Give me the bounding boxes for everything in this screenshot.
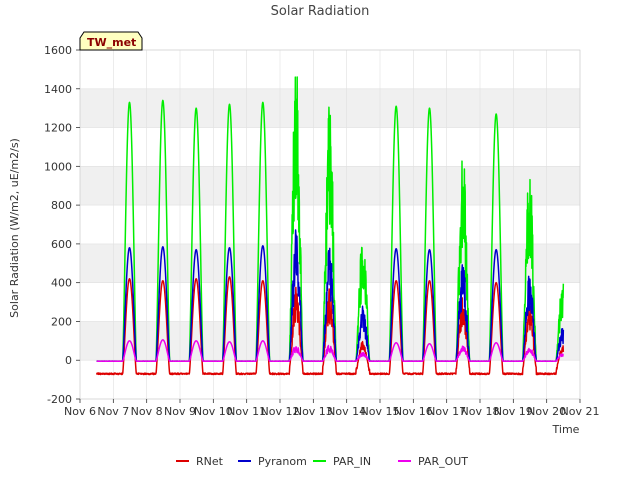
x-tick-label: Nov 8: [131, 405, 163, 418]
x-tick-label: Nov 16: [394, 405, 433, 418]
y-tick-label: 0: [65, 354, 72, 367]
x-tick-label: Nov 14: [327, 405, 366, 418]
x-tick-label: Nov 17: [427, 405, 466, 418]
y-axis-ticks: -200 0 200 400 600 800 1000 1200 1400 1600: [44, 44, 80, 406]
y-tick-label: 1200: [44, 122, 72, 135]
plot-area: [79, 49, 581, 400]
y-tick-label: 800: [51, 199, 72, 212]
x-tick-label: Nov 18: [461, 405, 500, 418]
x-tick-label: Nov 10: [194, 405, 233, 418]
series-lines: [95, 76, 565, 376]
chart-title: Solar Radiation: [271, 4, 370, 19]
series-line-rnet: [95, 276, 565, 376]
x-tick-label: Nov 9: [164, 405, 196, 418]
y-tick-label: 200: [51, 315, 72, 328]
legend-label: PAR_OUT: [418, 455, 468, 468]
y-tick-label: 1400: [44, 83, 72, 96]
x-tick-label: Nov 13: [294, 405, 333, 418]
y-tick-label: 600: [51, 238, 72, 251]
background-band: [80, 321, 580, 361]
station-badge: TW_met: [79, 31, 143, 51]
x-tick-label: Nov 21: [561, 405, 600, 418]
background-band: [80, 360, 580, 399]
x-tick-label: Nov 11: [227, 405, 266, 418]
x-tick-label: Nov 6: [64, 405, 96, 418]
legend-label: PAR_IN: [333, 455, 371, 468]
y-tick-label: 400: [51, 277, 72, 290]
y-tick-label: 1600: [44, 44, 72, 57]
y-axis-title: Solar Radiation (W/m2, uE/m2/s): [8, 138, 21, 318]
x-tick-label: Nov 20: [527, 405, 566, 418]
legend: RNet Pyranom PAR_IN PAR_OUT: [176, 455, 468, 468]
x-tick-label: Nov 19: [494, 405, 533, 418]
legend-label: RNet: [196, 455, 224, 468]
series-line-par-out: [96, 339, 564, 363]
x-tick-label: Nov 15: [361, 405, 400, 418]
x-axis-title: Time: [552, 423, 580, 436]
station-badge-label: TW_met: [87, 36, 136, 49]
background-band: [80, 50, 580, 89]
x-tick-label: Nov 12: [261, 405, 300, 418]
y-tick-label: 1000: [44, 160, 72, 173]
legend-label: Pyranom: [258, 455, 307, 468]
x-tick-label: Nov 7: [97, 405, 129, 418]
y-tick-label: -200: [47, 393, 72, 406]
